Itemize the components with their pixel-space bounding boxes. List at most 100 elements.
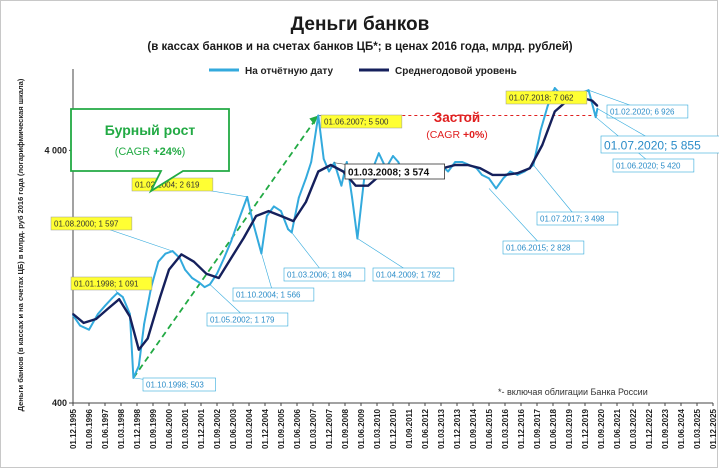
data-point-average	[541, 144, 544, 146]
data-point-reported	[328, 170, 330, 173]
x-tick-label: 01.12.2022	[645, 408, 654, 449]
data-point-reported	[121, 296, 124, 298]
x-tick-label: 01.03.2016	[501, 408, 510, 449]
annotation-box	[612, 158, 695, 173]
annotation-box	[232, 287, 315, 302]
x-tick-label: 01.06.2021	[613, 408, 622, 449]
data-point-reported	[273, 205, 275, 208]
annotation-label: 01.06.2007; 5 500	[324, 118, 389, 127]
data-point-average	[82, 322, 85, 324]
annotation-label: 01.08.2000; 1 597	[54, 220, 119, 229]
footnote: *- включая облигации Банка России	[498, 387, 648, 397]
annotation-leader	[261, 253, 274, 295]
data-point-average	[217, 277, 220, 279]
data-point-average	[146, 337, 149, 340]
data-point-reported	[322, 158, 325, 160]
x-tick-label: 01.03.1998	[117, 408, 126, 449]
series-line-reported	[72, 87, 599, 379]
data-point-average	[329, 164, 332, 166]
x-tick-label: 01.06.2003	[229, 408, 238, 449]
data-point-reported	[546, 105, 549, 107]
data-point-reported	[377, 152, 380, 155]
data-point-reported	[79, 324, 81, 327]
data-point-reported	[157, 260, 160, 263]
annotation-leader	[291, 232, 325, 275]
annotation-leader	[488, 188, 544, 248]
x-tick-label: 01.03.2022	[629, 408, 638, 449]
growth-callout: Бурный рост (CAGR +24%)	[70, 108, 230, 194]
data-point-reported	[111, 297, 113, 300]
data-point-reported	[171, 250, 174, 253]
annotation-label: 01.02.2020; 6 926	[610, 108, 675, 117]
x-tick-label: 01.03.2001	[181, 408, 190, 449]
data-point-reported	[237, 220, 240, 223]
x-tick-label: 01.12.2001	[197, 408, 206, 449]
stagnation-cagr-prefix: (CAGR	[426, 129, 463, 141]
stagnation-callout: Застой (CAGR +0%)	[426, 110, 488, 141]
annotation-label: 01.10.1998; 503	[146, 381, 204, 390]
x-tick-label: 01.03.2013	[437, 408, 446, 449]
annotation-label: 01.02.2004; 2 619	[135, 181, 200, 190]
data-point-reported	[198, 281, 201, 284]
x-tick-label: 01.09.1999	[149, 408, 158, 449]
annotation-box	[502, 240, 585, 255]
x-tick-label: 01.06.2012	[421, 408, 430, 449]
x-tick-label: 01.09.2005	[277, 408, 286, 449]
x-tick-label: 01.03.2010	[373, 408, 382, 449]
data-point-average	[317, 170, 320, 173]
growth-callout-cagr: (CAGR +24%)	[115, 146, 186, 158]
stagnation-cagr-suffix: )	[484, 129, 488, 141]
x-tick-label: 01.06.2015	[485, 408, 494, 449]
x-tick-label: 01.09.2014	[469, 408, 478, 449]
data-point-average	[292, 220, 295, 223]
data-point-reported	[509, 170, 512, 173]
growth-cagr-value: +24%	[153, 146, 182, 158]
x-tick-label: 01.06.2006	[293, 408, 302, 449]
data-point-average	[305, 201, 307, 203]
y-tick-label: 400	[52, 398, 67, 408]
annotation-leader	[533, 164, 578, 219]
data-point-reported	[539, 129, 542, 132]
y-tick-label: 4 000	[44, 145, 67, 155]
annotation-label: 01.05.2002; 1 179	[210, 316, 275, 325]
stagnation-title: Застой	[434, 110, 480, 125]
data-point-average	[479, 167, 481, 170]
x-tick-label: 01.12.2004	[261, 408, 270, 449]
data-point-reported	[317, 114, 320, 117]
data-point-reported	[340, 184, 343, 187]
data-point-average	[267, 210, 270, 213]
x-tick-label: 01.06.2018	[549, 408, 558, 449]
x-tick-label: 01.03.2004	[245, 408, 254, 449]
data-point-average	[342, 170, 345, 173]
data-point-reported	[137, 365, 140, 367]
data-point-reported	[461, 161, 464, 163]
data-point-reported	[203, 286, 206, 288]
annotation-box	[344, 163, 445, 180]
data-point-reported	[287, 228, 289, 231]
data-point-reported	[88, 328, 90, 331]
x-tick-label: 01.12.2007	[325, 408, 334, 449]
axes: 400 4 000 01.12.1995 01.09.1996 01.06.1997 01…	[44, 69, 718, 449]
x-tick-label: 01.12.2010	[389, 408, 398, 449]
data-point-average	[205, 272, 208, 275]
data-point-average	[242, 237, 245, 239]
x-tick-label: 01.06.1997	[101, 408, 110, 449]
x-tick-label: 01.06.2000	[165, 408, 174, 449]
x-tick-label: 01.09.2017	[533, 408, 542, 449]
x-tick-label: 01.12.2013	[453, 408, 462, 449]
data-point-reported	[216, 272, 218, 275]
data-point-reported	[280, 210, 282, 213]
annotation-box	[142, 377, 216, 392]
annotation-label: 01.04.2009; 1 792	[376, 271, 441, 280]
data-point-reported	[132, 377, 135, 379]
annotation-box	[206, 312, 289, 327]
data-point-reported	[488, 177, 490, 180]
x-tick-label: 01.12.1998	[133, 408, 142, 449]
annotation-box	[372, 267, 455, 282]
data-point-average	[280, 215, 282, 217]
x-tick-label: 01.12.2025	[709, 408, 718, 449]
growth-callout-box	[70, 108, 230, 194]
annotation-label: 01.07.2017; 3 498	[540, 215, 605, 224]
x-tick-label: 01.09.2008	[341, 408, 350, 449]
